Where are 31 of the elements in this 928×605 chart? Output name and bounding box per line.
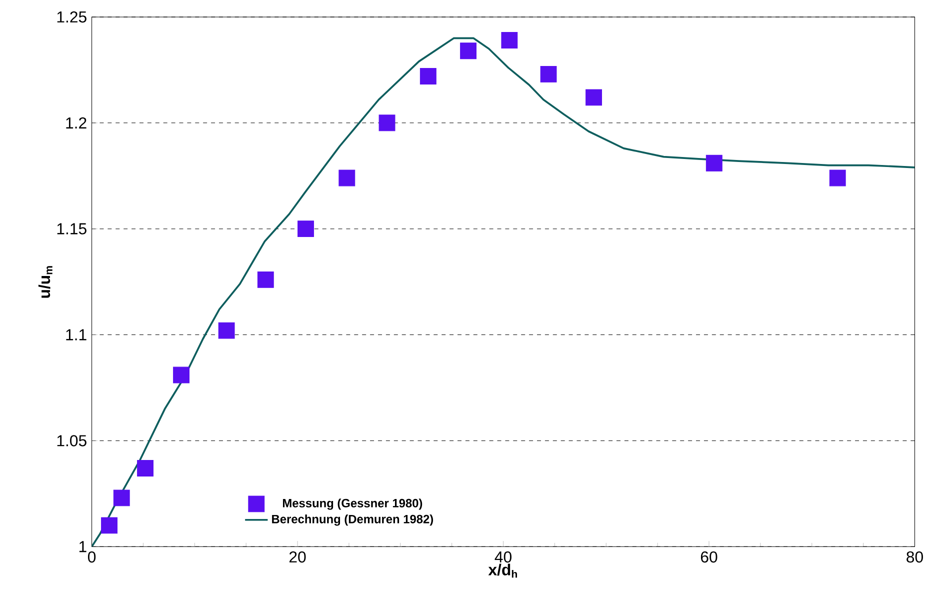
point	[173, 367, 190, 384]
x-tick-label: 40	[494, 552, 512, 563]
point	[257, 272, 274, 288]
y-tick-label: 1.05	[57, 435, 86, 447]
y-tick-label: 1.15	[57, 224, 86, 235]
point	[829, 170, 846, 186]
x-tick-label: 0	[88, 552, 96, 563]
y-tick-label: 1.1	[66, 330, 86, 340]
point	[298, 220, 314, 238]
point	[540, 66, 557, 83]
y-tick-label: 1	[79, 541, 86, 552]
x-axis-title: x/d$_{h}$	[488, 564, 517, 578]
legend-label: Berechnung (Demuren 1982)	[272, 514, 434, 526]
legend-label: Messung (Gessner 1980)	[282, 498, 422, 510]
point	[218, 322, 235, 339]
point	[460, 42, 476, 60]
point	[101, 517, 118, 534]
x-tick-label: 80	[906, 552, 923, 563]
point	[137, 460, 154, 477]
point	[113, 490, 130, 506]
point	[378, 114, 396, 132]
point	[501, 32, 518, 49]
y-tick-label: 1.25	[57, 12, 86, 23]
y-axis-title: u/u$_{m}$	[38, 266, 52, 298]
x-tick-label: 20	[289, 552, 306, 563]
point	[338, 170, 356, 186]
point	[586, 90, 602, 106]
x-tick-label: 60	[700, 552, 718, 563]
y-tick-label: 1.2	[66, 118, 86, 129]
point	[420, 68, 436, 85]
point	[706, 155, 722, 172]
